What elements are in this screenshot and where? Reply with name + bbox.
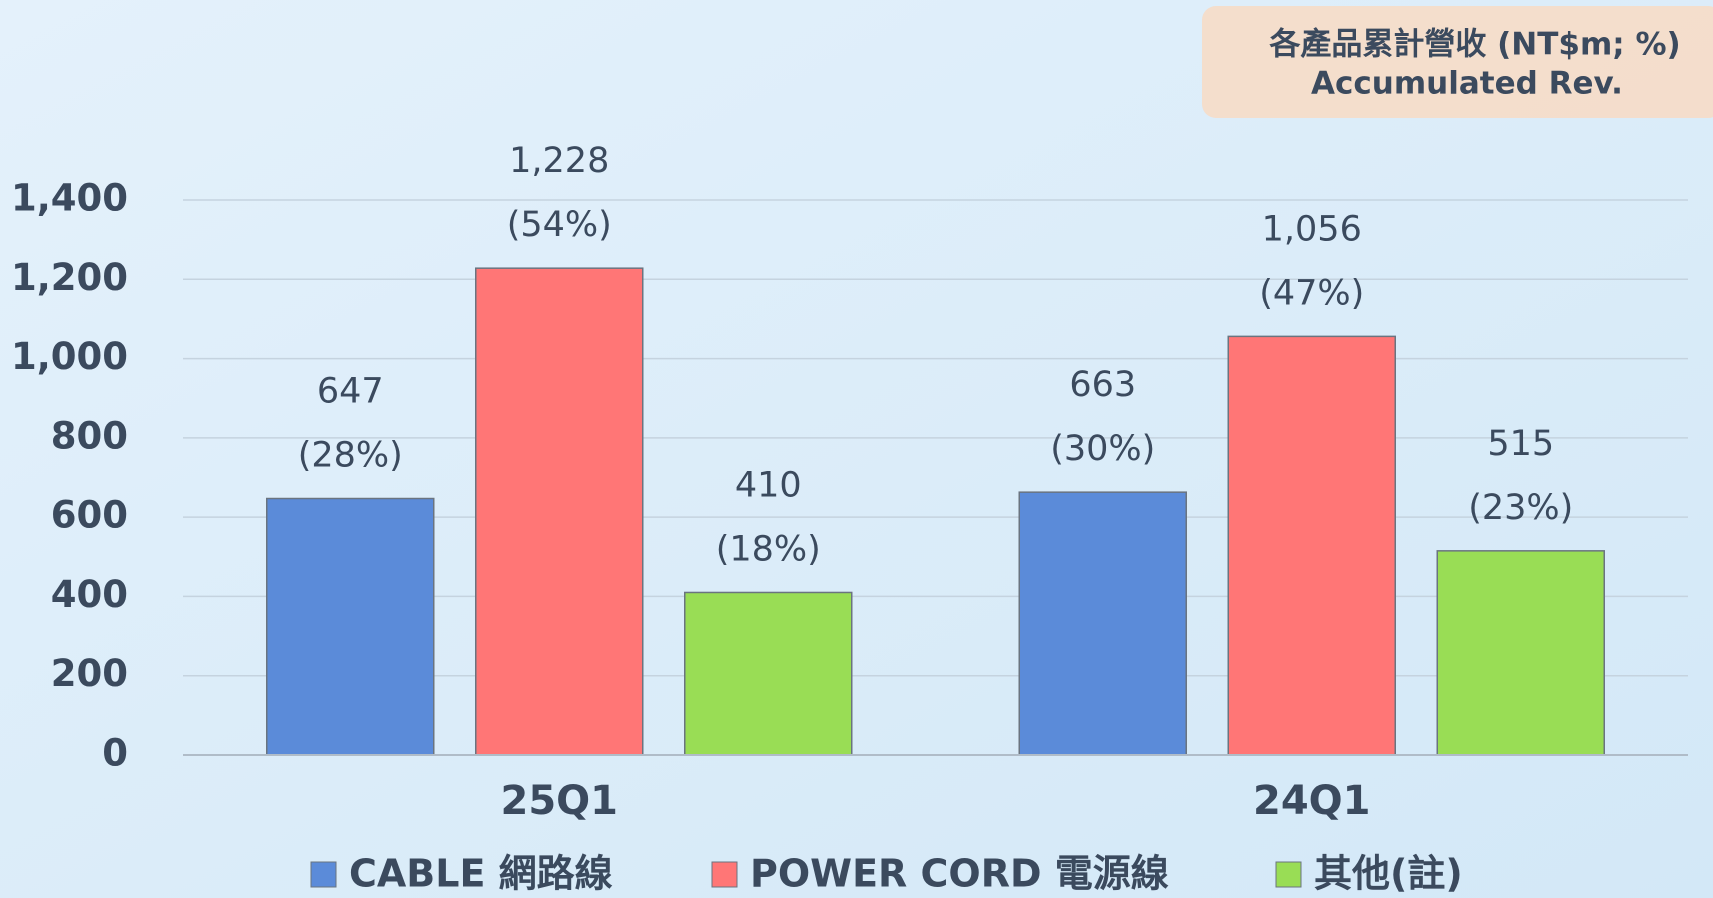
- y-tick-label: 1,200: [11, 256, 128, 299]
- value-label: 663: [1069, 365, 1136, 405]
- y-tick-label: 400: [51, 573, 128, 616]
- bar: [684, 591, 853, 756]
- y-tick-label: 800: [51, 414, 128, 457]
- share-label: (30%): [1050, 429, 1155, 469]
- bar: [475, 267, 644, 756]
- value-label: 515: [1487, 424, 1554, 464]
- legend-swatch: [711, 861, 738, 888]
- share-label: (18%): [716, 529, 821, 569]
- x-tick-label: 25Q1: [501, 778, 619, 824]
- share-label: (23%): [1468, 488, 1573, 528]
- legend-swatch: [1275, 861, 1302, 888]
- value-label: 1,228: [509, 141, 609, 181]
- x-tick-label: 24Q1: [1253, 778, 1371, 824]
- legend-swatch: [310, 861, 337, 888]
- chart-title: 各產品累計營收 (NT$m; %): [1268, 27, 1680, 63]
- chart-subtitle: Accumulated Rev.: [1311, 66, 1623, 102]
- y-tick-label: 1,400: [11, 177, 128, 220]
- share-label: (54%): [507, 205, 612, 245]
- y-tick-label: 200: [51, 652, 128, 695]
- legend-label: 其他(註): [1314, 852, 1463, 896]
- y-tick-label: 600: [51, 494, 128, 537]
- title-box: [1202, 6, 1713, 118]
- bar: [1018, 491, 1187, 756]
- y-tick-label: 1,000: [11, 335, 128, 378]
- bar: [1227, 335, 1396, 756]
- share-label: (28%): [298, 436, 403, 476]
- y-tick-label: 0: [102, 732, 128, 775]
- value-label: 1,056: [1262, 209, 1362, 249]
- value-label: 410: [735, 465, 802, 505]
- value-label: 647: [317, 372, 384, 412]
- bar: [266, 497, 435, 756]
- share-label: (47%): [1259, 273, 1364, 313]
- bar: [1436, 550, 1605, 756]
- legend-label: POWER CORD 電源線: [750, 852, 1169, 896]
- legend-label: CABLE 網路線: [349, 852, 613, 896]
